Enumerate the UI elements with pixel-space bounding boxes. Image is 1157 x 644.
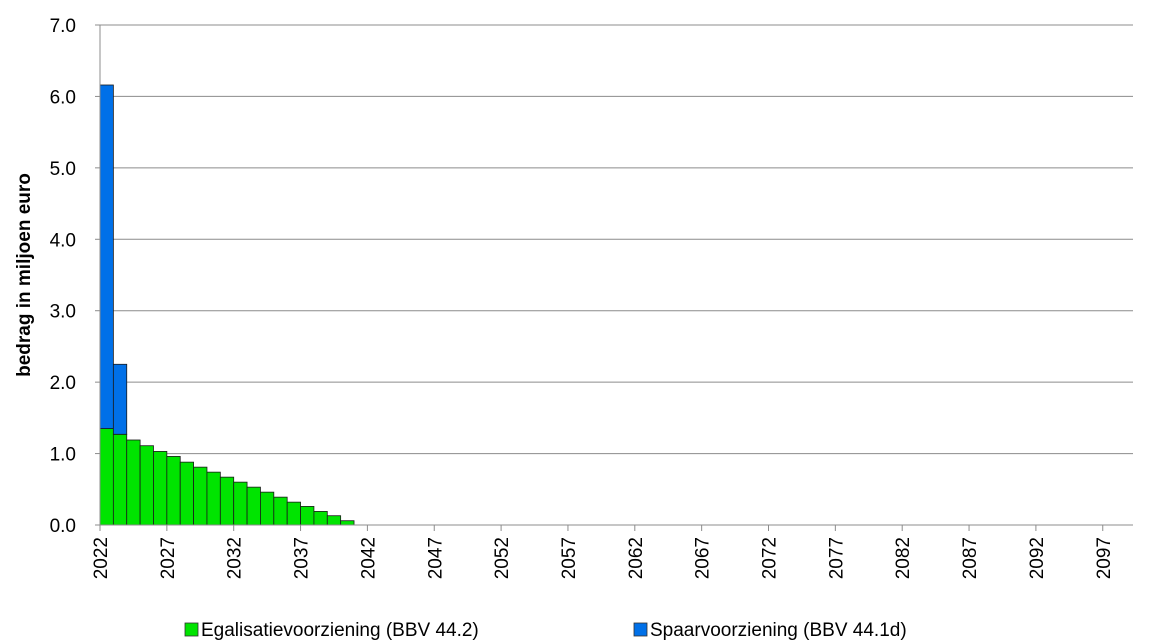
grid-lines — [100, 24, 1133, 455]
y-tick-label: 1.0 — [50, 445, 76, 466]
x-tick-label: 2062 — [626, 537, 647, 579]
y-axis-label: bedrag in miljoen euro — [14, 173, 35, 377]
bar-egalisatievoorziening-2037 — [300, 506, 315, 526]
y-tick-label: 2.0 — [50, 373, 76, 394]
x-tick-label: 2072 — [760, 537, 781, 579]
bar-egalisatievoorziening-2029 — [193, 466, 208, 526]
bar-egalisatievoorziening-2030 — [206, 471, 221, 526]
x-tick-label: 2032 — [225, 537, 246, 579]
y-tick-label: 7.0 — [50, 16, 76, 37]
x-tick-label: 2022 — [91, 537, 112, 579]
bar-egalisatievoorziening-2028 — [179, 461, 194, 526]
bar-egalisatievoorziening-2036 — [286, 501, 301, 526]
bar-egalisatievoorziening-2031 — [219, 476, 235, 526]
bar-egalisatievoorziening-2026 — [153, 451, 168, 526]
bars — [99, 84, 355, 526]
legend-label-spaarvoorziening: Spaarvoorziening (BBV 44.1d) — [650, 620, 907, 641]
y-tick-label: 4.0 — [50, 230, 76, 251]
axes — [95, 24, 1133, 531]
x-tick-label: 2082 — [893, 537, 914, 579]
x-tick-label: 2037 — [292, 537, 313, 579]
y-tick-label: 5.0 — [50, 159, 76, 180]
y-tick-labels: 0.0 1.0 2.0 3.0 4.0 5.0 6.0 7.0 — [50, 16, 76, 537]
x-tick-label: 2092 — [1027, 537, 1048, 579]
legend-label-egalisatievoorziening: Egalisatievoorziening (BBV 44.2) — [201, 620, 479, 641]
bar-spaarvoorziening-2023 — [112, 363, 128, 435]
bar-egalisatievoorziening-2035 — [273, 496, 288, 526]
x-tick-label: 2052 — [492, 537, 513, 579]
x-tick-label: 2097 — [1094, 537, 1115, 579]
y-tick-label: 0.0 — [50, 516, 76, 537]
bar-egalisatievoorziening-2022 — [99, 428, 114, 526]
legend-swatch-egalisatievoorziening — [184, 622, 199, 637]
legend-swatch-spaarvoorziening — [633, 622, 648, 637]
bar-egalisatievoorziening-2032 — [233, 481, 248, 526]
x-tick-label: 2042 — [358, 537, 379, 579]
x-tick-label: 2057 — [559, 537, 580, 579]
bar-egalisatievoorziening-2038 — [313, 511, 328, 526]
x-tick-label: 2027 — [158, 537, 179, 579]
x-tick-label: 2047 — [425, 537, 446, 579]
y-tick-label: 3.0 — [50, 302, 76, 323]
bar-egalisatievoorziening-2033 — [246, 486, 261, 526]
bar-egalisatievoorziening-2034 — [260, 491, 275, 526]
bar-egalisatievoorziening-2040 — [340, 520, 355, 526]
bar-egalisatievoorziening-2024 — [126, 439, 141, 526]
x-tick-label: 2067 — [693, 537, 714, 579]
x-tick-labels: 2022 2027 2032 2037 2042 2047 2052 2057 2062 2067… — [91, 537, 1115, 579]
y-tick-label: 6.0 — [50, 87, 76, 108]
legend: Egalisatievoorziening (BBV 44.2) Spaarvo… — [184, 620, 907, 641]
bar-egalisatievoorziening-2023 — [112, 433, 128, 526]
bar-egalisatievoorziening-2039 — [326, 515, 342, 526]
bar-egalisatievoorziening-2025 — [139, 445, 154, 526]
x-tick-label: 2077 — [826, 537, 847, 579]
bar-spaarvoorziening-2022 — [99, 84, 114, 429]
bar-egalisatievoorziening-2027 — [166, 456, 181, 526]
x-tick-label: 2087 — [960, 537, 981, 579]
